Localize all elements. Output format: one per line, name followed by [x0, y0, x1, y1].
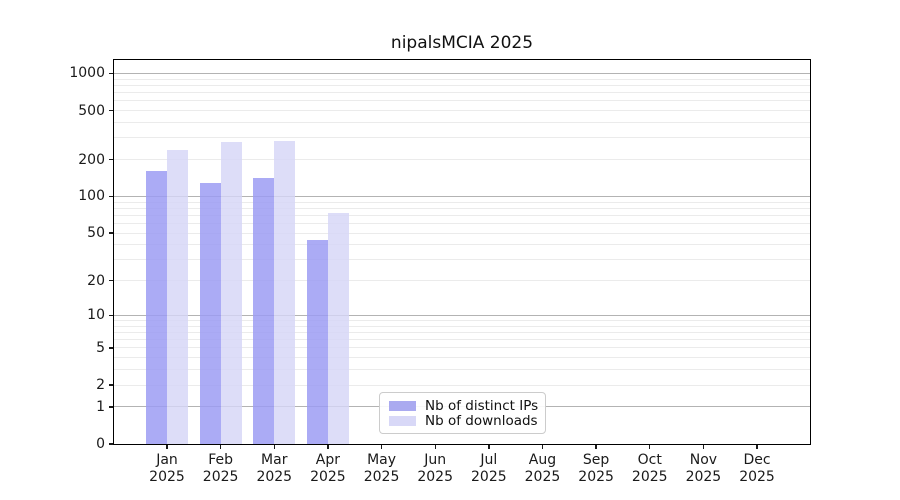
grid-line-minor — [114, 137, 810, 139]
x-tick-mark — [595, 445, 597, 449]
grid-line-minor — [114, 280, 810, 282]
grid-line-minor — [114, 92, 810, 94]
y-tick-mark — [109, 280, 113, 282]
x-tick-label: Mar 2025 — [256, 452, 293, 485]
legend-label: Nb of downloads — [425, 412, 538, 429]
x-tick-mark — [649, 445, 651, 449]
bar-distinct-ips — [199, 182, 221, 444]
x-tick-mark — [434, 445, 436, 449]
y-tick-mark — [109, 443, 113, 445]
y-tick-mark — [109, 406, 113, 408]
grid-line-minor — [114, 369, 810, 371]
x-tick-mark — [273, 445, 275, 449]
x-tick-label: Aug 2025 — [524, 452, 561, 485]
y-tick-label: 0 — [96, 436, 105, 452]
x-tick-mark — [380, 445, 383, 449]
x-tick-mark — [541, 445, 544, 449]
x-tick-label: Oct 2025 — [631, 452, 668, 485]
grid-line-minor — [114, 223, 810, 224]
x-tick-label: Jul 2025 — [471, 452, 507, 485]
y-tick-label: 1 — [96, 398, 105, 415]
y-tick-label: 500 — [78, 102, 105, 119]
grid-line-minor — [114, 384, 810, 386]
legend-label: Nb of distinct IPs — [425, 397, 539, 414]
grid-line-minor — [114, 110, 810, 112]
legend: Nb of distinct IPs Nb of downloads — [379, 392, 546, 434]
downloads-swatch-icon — [389, 415, 416, 426]
bar-distinct-ips — [146, 171, 167, 444]
x-tick-label: May 2025 — [363, 452, 400, 485]
y-tick-label: 1000 — [69, 65, 105, 82]
grid-line-minor — [114, 84, 810, 86]
grid-line-minor — [114, 339, 810, 341]
bar-distinct-ips — [306, 239, 328, 444]
y-tick-mark — [109, 347, 113, 349]
bar-downloads — [167, 149, 188, 444]
x-tick-label: Sep 2025 — [578, 452, 614, 485]
y-tick-mark — [109, 314, 113, 317]
x-tick-mark — [327, 445, 329, 449]
y-tick-mark — [109, 158, 113, 161]
grid-line-major — [114, 195, 810, 197]
grid-line-major — [114, 314, 810, 316]
y-tick-mark — [109, 232, 113, 234]
grid-line-minor — [114, 100, 810, 102]
x-tick-label: Jan 2025 — [149, 452, 185, 485]
x-tick-label: Dec 2025 — [739, 452, 775, 485]
x-tick-mark — [702, 445, 705, 449]
plot-area — [114, 60, 810, 444]
legend-item-downloads: Nb of downloads — [389, 412, 538, 429]
distinct-ips-swatch-icon — [389, 400, 416, 411]
legend-item-distinct-ips: Nb of distinct IPs — [389, 397, 539, 414]
y-tick-mark — [109, 72, 113, 75]
grid-line-minor — [114, 325, 810, 327]
grid-line-major — [114, 72, 810, 74]
bar-downloads — [327, 213, 349, 444]
y-tick-mark — [109, 384, 113, 386]
y-tick-mark — [109, 195, 113, 198]
grid-line-minor — [114, 357, 810, 359]
grid-line-minor — [114, 122, 810, 123]
bar-distinct-ips — [253, 177, 275, 444]
x-tick-label: Jun 2025 — [417, 452, 453, 485]
grid-line-minor — [114, 207, 810, 209]
grid-line-minor — [114, 159, 810, 161]
bar-downloads — [220, 141, 242, 444]
grid-line-minor — [114, 331, 810, 333]
x-tick-mark — [756, 445, 758, 449]
y-tick-mark — [109, 109, 113, 112]
x-tick-mark — [166, 445, 168, 449]
grid-line-minor — [114, 214, 810, 216]
grid-line-minor — [114, 244, 810, 246]
grid-line-minor — [114, 232, 810, 234]
x-tick-label: Apr 2025 — [310, 452, 346, 485]
y-tick-label: 200 — [78, 151, 105, 168]
y-tick-label: 10 — [87, 307, 105, 324]
chart-title: nipalsMCIA 2025 — [390, 33, 534, 53]
grid-line-minor — [114, 259, 810, 261]
grid-line-minor — [114, 319, 810, 321]
grid-line-minor — [114, 201, 810, 203]
y-tick-label: 20 — [87, 272, 105, 289]
x-tick-mark — [219, 445, 222, 449]
x-tick-mark — [488, 445, 490, 449]
grid-line-minor — [114, 78, 810, 80]
x-tick-label: Feb 2025 — [202, 452, 239, 485]
bar-downloads — [274, 140, 296, 444]
y-tick-label: 2 — [96, 377, 105, 394]
y-tick-label: 50 — [87, 225, 105, 242]
y-tick-label: 5 — [96, 339, 105, 356]
y-tick-label: 100 — [78, 188, 105, 205]
grid-line-minor — [114, 347, 810, 349]
x-tick-label: Nov 2025 — [685, 452, 722, 485]
